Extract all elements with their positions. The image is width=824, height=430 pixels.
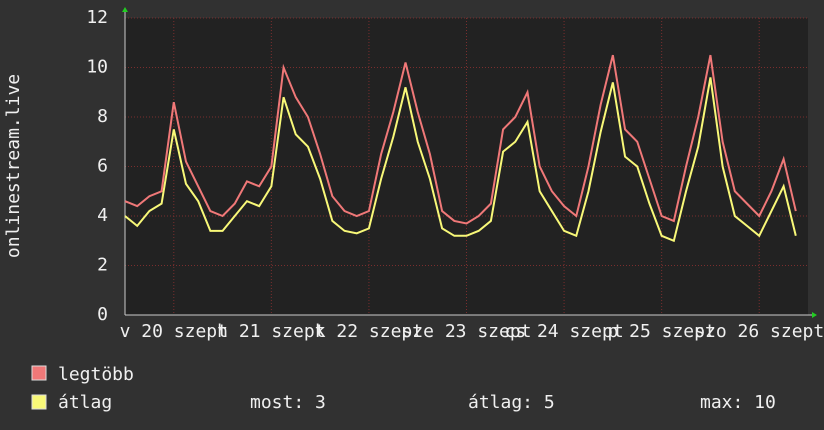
stat-now: most: 3	[250, 392, 326, 413]
y-tick-label: 2	[97, 255, 108, 276]
x-tick-label: cs 24 szept	[504, 321, 623, 342]
y-tick-label: 12	[86, 7, 108, 28]
x-tick-label: szo 26 szept	[694, 321, 824, 342]
plot-area	[125, 18, 808, 315]
x-tick-label: p 25 szept	[607, 321, 715, 342]
series-line	[124, 54, 797, 225]
legend-swatch	[31, 365, 47, 381]
y-tick-label: 0	[97, 304, 108, 325]
y-axis-label: onlinestream.live	[3, 74, 24, 258]
series-line	[124, 77, 797, 243]
legend-label: legtöbb	[58, 364, 134, 385]
y-tick-label: 10	[86, 57, 108, 78]
legend-swatch	[31, 394, 47, 410]
x-tick-label: v 20 szept	[120, 321, 228, 342]
y-tick-label: 4	[97, 205, 108, 226]
x-tick-label: sze 23 szept	[401, 321, 531, 342]
stat-max: max: 10	[700, 392, 776, 413]
y-tick-label: 6	[97, 156, 108, 177]
x-tick-label: k 22 szept	[315, 321, 423, 342]
axis-arrow	[812, 312, 817, 318]
x-tick-label: h 21 szept	[217, 321, 325, 342]
legend-label: átlag	[58, 392, 112, 413]
y-tick-label: 8	[97, 106, 108, 127]
axis-arrow	[122, 7, 128, 12]
stat-avg: átlag: 5	[468, 392, 555, 413]
